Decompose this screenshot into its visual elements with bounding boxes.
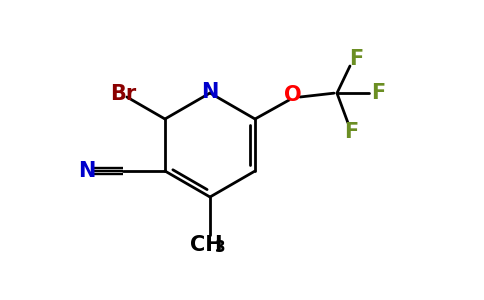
Text: N: N [201,82,219,102]
Text: N: N [78,161,96,181]
Text: 3: 3 [215,241,226,256]
Text: F: F [349,49,363,69]
Text: F: F [344,122,358,142]
Text: O: O [284,85,302,105]
Text: F: F [371,83,385,103]
Text: Br: Br [110,84,136,104]
Text: CH: CH [190,235,222,255]
